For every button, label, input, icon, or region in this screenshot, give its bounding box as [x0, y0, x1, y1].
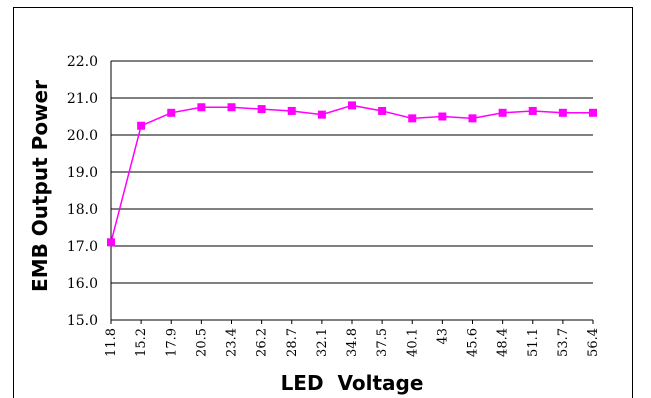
x-tick-label: 40.1 — [405, 328, 420, 357]
y-axis-title: EMB Output Power — [28, 80, 52, 292]
data-point-marker — [378, 106, 387, 115]
x-tick-label: 32.1 — [315, 328, 330, 357]
y-tick-label: 18.0 — [67, 202, 98, 218]
data-point-marker — [468, 114, 477, 123]
x-tick-label: 26.2 — [255, 328, 270, 357]
x-tick-label: 17.9 — [164, 328, 179, 357]
data-point-marker — [528, 106, 537, 115]
gridlines — [110, 60, 594, 324]
x-tick-label: 34.8 — [345, 328, 360, 357]
data-point-marker — [558, 108, 567, 117]
data-point-marker — [408, 114, 417, 123]
data-point-marker — [348, 101, 356, 110]
x-tick-label: 23.4 — [225, 328, 240, 357]
y-tick-label: 16.0 — [67, 276, 98, 292]
series-markers — [107, 101, 597, 247]
data-point-marker — [107, 238, 115, 247]
x-tick-label: 28.7 — [285, 328, 300, 357]
series-line-path — [110, 104, 593, 243]
data-point-marker — [227, 103, 236, 112]
x-tick-label: 11.8 — [104, 328, 119, 357]
x-tick-label: 53.7 — [556, 328, 571, 357]
data-point-marker — [287, 106, 296, 115]
x-axis-title: LED Voltage — [281, 371, 424, 395]
y-tick-label: 19.0 — [67, 165, 98, 181]
x-tick-label: 48.4 — [496, 328, 511, 357]
data-point-marker — [197, 103, 206, 112]
x-tick-label: 15.2 — [134, 328, 149, 357]
data-point-marker — [438, 112, 447, 121]
series-line — [110, 104, 593, 243]
data-point-marker — [137, 121, 146, 130]
x-tick-label: 51.1 — [526, 328, 541, 357]
y-tick-label: 22.0 — [67, 54, 98, 70]
data-point-marker — [589, 108, 597, 117]
x-tick-labels: 11.8 15.2 17.9 20.5 23.4 26.2 28.7 32.1 34.8 37.5… — [104, 328, 601, 357]
x-tick-label: 20.5 — [194, 328, 209, 357]
x-tick-label: 45.6 — [466, 328, 481, 357]
data-point-marker — [167, 108, 176, 117]
y-tick-label: 15.0 — [67, 313, 98, 329]
y-tick-labels: 15.0 16.0 17.0 18.0 19.0 20.0 21.0 22.0 — [67, 54, 98, 329]
y-tick-label: 21.0 — [67, 91, 98, 107]
x-tick-label: 56.4 — [586, 328, 601, 357]
data-point-marker — [257, 105, 266, 114]
y-tick-label: 17.0 — [67, 239, 98, 255]
chart-frame — [13, 7, 633, 398]
data-point-marker — [498, 108, 507, 117]
y-tick-label: 20.0 — [67, 128, 98, 144]
x-tick-label: 43 — [435, 328, 450, 345]
data-point-marker — [317, 110, 326, 119]
x-tick-label: 37.5 — [375, 328, 390, 357]
